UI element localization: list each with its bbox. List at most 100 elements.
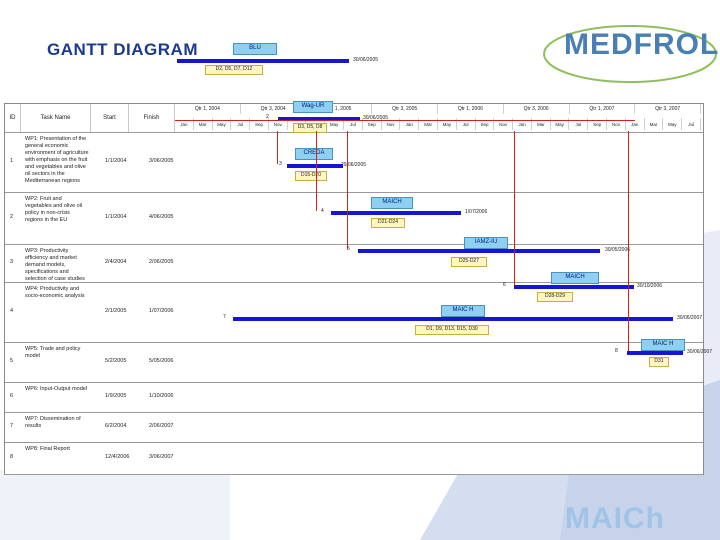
task-start: 2/1/2005 — [105, 308, 127, 314]
bar-number: 8 — [615, 348, 618, 354]
row-divider — [5, 442, 703, 443]
deliverables-label: D3, D5, D8 — [293, 123, 327, 133]
task-bar — [278, 117, 360, 121]
timeline-month: Mar — [645, 118, 664, 130]
task-start: 12/4/2006 — [105, 454, 130, 460]
row-divider — [5, 244, 703, 245]
task-bar — [177, 59, 349, 63]
task-start: 2/4/2004 — [105, 259, 127, 265]
timeline-month: Jan — [400, 118, 420, 130]
timeline-month: Mar — [532, 118, 551, 130]
timeline-month: May — [213, 118, 232, 130]
timeline-month: May — [663, 118, 683, 130]
timeline-month: Jan — [626, 118, 645, 130]
row-divider — [5, 282, 703, 283]
task-id: 5 — [10, 358, 14, 364]
resource-label: MAIC H — [641, 339, 685, 351]
col-header-finish: Finish — [129, 104, 175, 132]
resource-label: CREDA — [295, 148, 333, 160]
row-divider — [5, 474, 703, 475]
timeline-month: Nov — [607, 118, 626, 130]
resource-label: IAMZ-IU — [464, 237, 508, 249]
deliverables-label: D31 — [649, 357, 669, 367]
bar-end-date: 1/07/2006 — [465, 209, 488, 215]
dependency-line — [277, 131, 278, 164]
bar-number: 3 — [279, 161, 282, 167]
bar-end-date: 30/05/2006 — [605, 247, 631, 253]
row-divider — [5, 342, 703, 343]
task-bar — [627, 351, 683, 355]
task-finish: 4/06/2005 — [149, 214, 174, 220]
bar-end-date: 30/10/2006 — [637, 283, 663, 289]
timeline-month: Mar — [194, 118, 213, 130]
task-finish: 5/05/2006 — [149, 358, 174, 364]
medfrol-logo: MEDFROL — [540, 22, 718, 86]
bar-end-date: 30/06/2005 — [353, 57, 379, 63]
timeline-month: May — [325, 118, 345, 130]
row-divider — [5, 382, 703, 383]
logo-text: MEDFROL — [564, 28, 720, 61]
bar-end-date: 30/06/2007 — [677, 315, 703, 321]
resource-label: Wag-UR — [293, 101, 333, 113]
deliverables-label: D28-D29 — [537, 292, 573, 302]
dependency-line — [628, 131, 629, 351]
task-bar — [233, 317, 673, 321]
timeline-month: Sep — [588, 118, 608, 130]
timeline-month: Nov — [382, 118, 401, 130]
task-bar — [358, 249, 600, 253]
timeline-quarter: Qtr 3, 2006 — [504, 104, 570, 114]
row-divider — [5, 412, 703, 413]
deliverables-label: D15-D20 — [295, 171, 327, 181]
resource-label: BLU — [233, 43, 277, 55]
timeline-quarter: Qtr 1, 2005 — [307, 104, 373, 114]
timeline-month: Nov — [269, 118, 288, 130]
task-start: 1/9/2005 — [105, 393, 127, 399]
resource-label: MAICH — [371, 197, 413, 209]
timeline-month: Jan — [175, 118, 194, 130]
col-header-task-name: Task Name — [21, 104, 91, 132]
bar-number: 6 — [503, 282, 506, 288]
bar-end-date: 30/06/2005 — [363, 115, 389, 121]
col-header-id: ID — [5, 104, 21, 132]
timeline-month: Sep — [476, 118, 495, 130]
task-bar — [331, 211, 461, 215]
timeline-quarter: Qtr 1, 2004 — [175, 104, 241, 114]
task-finish: 1/07/2006 — [149, 308, 174, 314]
timeline-month: Sep — [250, 118, 269, 130]
bar-number: 4 — [321, 208, 324, 214]
dependency-line — [175, 120, 635, 121]
task-name: WP2: Fruit and vegetables and olive oil … — [25, 196, 83, 223]
task-name: WP7: Dissemination of results — [25, 416, 81, 429]
task-name: WP3: Productivity efficiency and market … — [25, 248, 85, 282]
dependency-line — [316, 131, 317, 211]
gantt-chart: ID Task Name Start Finish Qtr 1, 2004 Qtr… — [4, 43, 712, 475]
task-finish: 1/10/2006 — [149, 393, 174, 399]
task-finish: 2/06/2005 — [149, 259, 174, 265]
timeline-quarter: Qtr 1, 2006 — [438, 104, 504, 114]
timeline-quarter: Qtr 3, 2007 — [635, 104, 701, 114]
task-start: 1/1/2004 — [105, 214, 127, 220]
timeline-quarter: Qtr 1, 2007 — [570, 104, 636, 114]
timeline-month: Jan — [513, 118, 532, 130]
task-id: 6 — [10, 393, 14, 399]
timeline-month: Mar — [419, 118, 438, 130]
task-bar — [514, 285, 634, 289]
deliverables-label: D25-D27 — [451, 257, 487, 267]
bar-number: 7 — [223, 314, 226, 320]
task-name: WP5: Trade and policy model — [25, 346, 81, 359]
timeline-month: Sep — [363, 118, 382, 130]
maich-logo: MAICh — [565, 502, 665, 535]
timeline-month: Jul — [570, 118, 589, 130]
task-finish: 2/06/2007 — [149, 423, 174, 429]
bar-number: 2 — [266, 114, 269, 120]
col-header-start: Start — [91, 104, 129, 132]
task-name: WP6: Input-Output model — [25, 386, 88, 392]
task-start: 5/2/2005 — [105, 358, 127, 364]
deliverables-label: D2, D5, D7, D12 — [205, 65, 263, 75]
page-title: GANTT DIAGRAM — [47, 40, 198, 59]
dependency-line — [514, 131, 515, 285]
task-start: 6/2/2004 — [105, 423, 127, 429]
row-divider — [5, 192, 703, 193]
task-name: WP1: Presentation of the general economi… — [25, 136, 89, 184]
deliverables-label: D1, D9, D13, D15, D30 — [415, 325, 489, 335]
